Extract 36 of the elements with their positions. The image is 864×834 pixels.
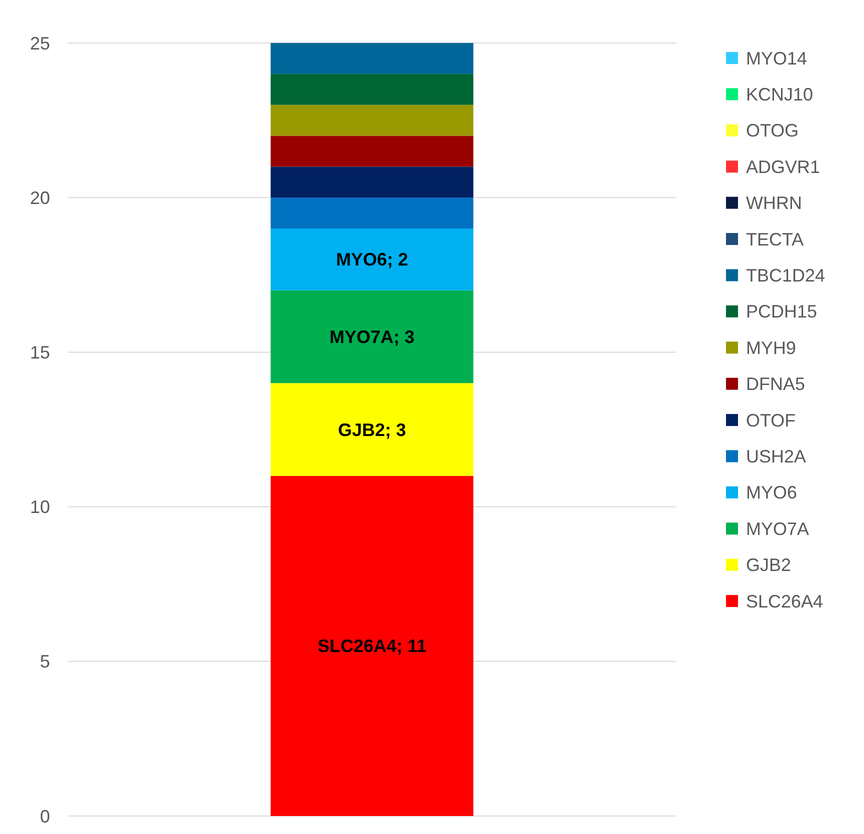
- legend-label: SLC26A4: [746, 591, 824, 612]
- y-tick-label: 5: [40, 652, 50, 672]
- legend-label: PCDH15: [746, 302, 818, 322]
- bar: [270, 166, 474, 198]
- legend-label: TECTA: [746, 229, 804, 250]
- legend-label: OTOF: [746, 410, 796, 430]
- bar: [270, 136, 474, 167]
- legend-label: MYO14: [746, 48, 808, 68]
- legend-label: KCNJ10: [746, 84, 814, 104]
- y-tick-label: 10: [30, 497, 50, 518]
- bar: [270, 476, 474, 816]
- data-label: MYO7A; 3: [329, 327, 415, 348]
- bar: [270, 228, 474, 290]
- legend-label: OTOG: [746, 120, 799, 141]
- bar: [270, 104, 474, 136]
- bar: [270, 43, 474, 74]
- legend-label: TBC1D24: [746, 266, 826, 286]
- data-label: GJB2; 3: [338, 420, 406, 440]
- y-tick-label: 15: [30, 342, 50, 362]
- y-tick-label: 0: [40, 806, 50, 826]
- legend-label: DFNA5: [746, 374, 806, 394]
- legend-label: GJB2: [746, 555, 792, 576]
- legend-label: MYO7A: [746, 518, 810, 539]
- legend-label: ADGVR1: [746, 156, 820, 177]
- y-tick-label: 25: [30, 33, 50, 54]
- legend-label: USH2A: [746, 446, 806, 466]
- legend-label: MYO6: [746, 482, 798, 503]
- bar: [270, 74, 474, 105]
- bar: [270, 290, 474, 384]
- y-tick-label: 20: [30, 188, 50, 208]
- bar: [270, 198, 474, 229]
- legend-label: MYH9: [746, 338, 796, 358]
- data-label: MYO6; 2: [336, 250, 408, 270]
- legend-label: WHRN: [746, 193, 802, 214]
- data-label: SLC26A4; 11: [317, 636, 427, 656]
- bar: [270, 383, 474, 476]
